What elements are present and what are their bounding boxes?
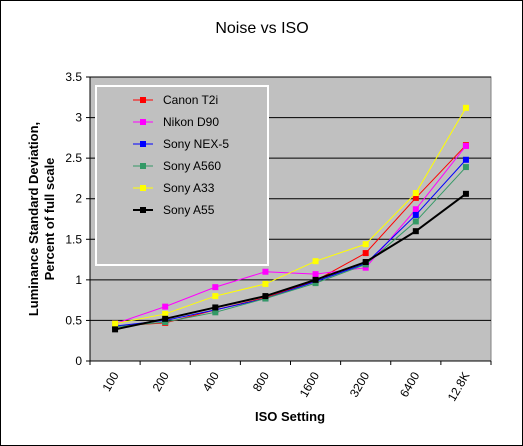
legend-label: Sony A33 (163, 181, 215, 195)
data-point (262, 293, 269, 300)
legend-swatch-marker (140, 97, 146, 103)
x-axis-ticks: 100 200 400 800 1600 3200 6400 12.8K (89, 361, 492, 404)
data-point (362, 241, 369, 248)
y-tick-label: 1.5 (65, 232, 82, 246)
data-point (312, 258, 319, 265)
series-line (115, 159, 467, 327)
data-point (412, 206, 419, 213)
data-point (312, 271, 319, 278)
data-point (412, 211, 419, 218)
data-point (262, 280, 269, 287)
data-point (462, 190, 469, 197)
legend-swatch-marker (140, 185, 146, 191)
legend-label: Sony A55 (163, 203, 215, 217)
data-point (362, 264, 369, 271)
data-point (112, 320, 119, 327)
data-point (162, 315, 169, 322)
x-tick-label: 800 (250, 369, 272, 394)
legend-swatch-marker (140, 163, 146, 169)
data-point (362, 250, 369, 257)
series-line (115, 166, 467, 328)
legend-label: Nikon D90 (163, 115, 219, 129)
y-tick-label: 1 (75, 273, 82, 287)
y-tick-label: 3 (75, 111, 82, 125)
x-tick-label: 400 (200, 369, 222, 394)
data-point (412, 218, 419, 225)
data-point (462, 164, 469, 171)
legend-item: Sony A33 (133, 181, 215, 195)
legend-label: Sony A560 (163, 159, 221, 173)
legend-box (95, 85, 269, 266)
legend-swatch-marker (140, 119, 146, 125)
data-point (212, 304, 219, 311)
y-axis-label-line1: Luminance Standard Deviation, (26, 122, 41, 316)
y-tick-label: 3.5 (65, 70, 82, 84)
series-sony-a55 (112, 190, 469, 333)
data-point (112, 326, 119, 333)
y-tick-label: 0 (75, 354, 82, 368)
legend: Canon T2i Nikon D90 Sony NEX-5 Sony A560 Son… (95, 85, 269, 266)
y-tick-label: 2.5 (65, 151, 82, 165)
legend-item: Nikon D90 (133, 115, 219, 129)
data-point (162, 310, 169, 317)
legend-label: Canon T2i (163, 93, 218, 107)
data-point (462, 156, 469, 163)
x-tick-label: 12.8K (445, 370, 473, 404)
data-point (162, 319, 169, 326)
x-tick-label: 200 (150, 369, 172, 394)
series-line (114, 107, 467, 325)
series-layer (112, 104, 469, 333)
y-tick-label: 0.5 (65, 313, 82, 327)
legend-item: Canon T2i (133, 93, 218, 107)
data-point (412, 190, 419, 197)
series-line (114, 193, 467, 331)
y-axis-ticks: 0 0.5 1 1.5 2 2.5 3 3.5 (65, 70, 491, 368)
x-tick-label: 1600 (297, 369, 323, 399)
x-tick-label: 6400 (397, 369, 423, 399)
data-point (412, 194, 419, 201)
legend-label: Sony NEX-5 (163, 137, 229, 151)
data-point (212, 293, 219, 300)
data-point (312, 280, 319, 287)
data-point (412, 228, 419, 235)
data-point (162, 303, 169, 310)
data-point (212, 284, 219, 291)
data-point (262, 268, 269, 275)
legend-item: Sony NEX-5 (133, 137, 229, 151)
data-point (312, 276, 319, 283)
y-tick-label: 2 (75, 192, 82, 206)
legend-swatch-marker (140, 141, 146, 147)
legend-swatch-marker (140, 207, 146, 213)
data-point (462, 142, 469, 149)
legend-item: Sony A55 (133, 203, 215, 217)
y-axis-label-line2: Percent of full scale (42, 158, 57, 281)
data-point (212, 309, 219, 316)
x-axis-label: ISO Setting (255, 409, 325, 424)
x-tick-label: 3200 (347, 369, 373, 399)
x-tick-label: 100 (100, 369, 122, 394)
legend-item: Sony A560 (133, 159, 221, 173)
data-point (362, 259, 369, 266)
data-point (462, 104, 469, 111)
chart-title: Noise vs ISO (215, 20, 308, 37)
y-axis-label: Luminance Standard Deviation, Percent of… (26, 122, 57, 316)
series-sony-a33 (112, 104, 469, 327)
